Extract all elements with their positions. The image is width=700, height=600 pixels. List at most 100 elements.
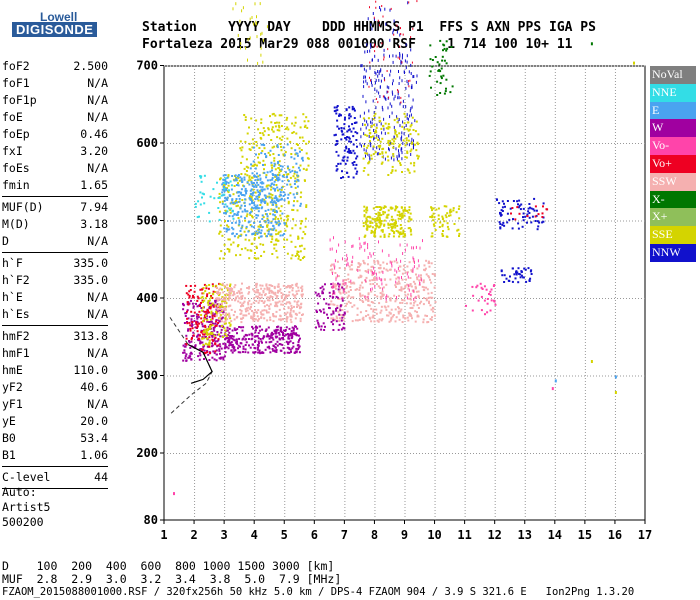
grid-dot	[584, 423, 586, 424]
grid-dot	[494, 486, 496, 487]
grid-dot	[374, 351, 376, 352]
grid-dot	[584, 105, 586, 106]
echo-point	[203, 329, 205, 332]
echo-point	[200, 331, 203, 334]
grid-dot	[554, 492, 556, 493]
grid-dot	[284, 411, 286, 412]
echo-point	[212, 305, 215, 308]
grid-dot	[194, 220, 195, 222]
grid-dot	[263, 220, 264, 222]
grid-dot	[284, 78, 286, 79]
param-row: foEs N/A	[2, 160, 108, 177]
grid-dot	[614, 381, 616, 382]
grid-dot	[416, 220, 417, 222]
grid-dot	[404, 174, 406, 175]
grid-dot	[404, 501, 406, 502]
grid-dot	[584, 324, 586, 325]
echo-point	[182, 308, 185, 311]
grid-dot	[584, 159, 586, 160]
grid-dot	[464, 432, 466, 433]
echo-point	[372, 308, 375, 311]
grid-dot	[614, 279, 616, 280]
echo-point	[214, 325, 217, 327]
echo-point	[196, 299, 199, 302]
grid-dot	[584, 258, 586, 259]
echo-point	[300, 303, 302, 306]
echo-point	[225, 312, 228, 315]
grid-dot	[176, 65, 177, 67]
grid-dot	[584, 171, 586, 172]
grid-dot	[260, 375, 261, 377]
grid-dot	[614, 162, 616, 163]
grid-dot	[593, 298, 594, 299]
grid-dot	[524, 168, 526, 169]
grid-dot	[254, 189, 256, 190]
grid-dot	[194, 417, 196, 418]
grid-dot	[470, 375, 471, 377]
param-row: B1 1.06	[2, 447, 108, 464]
grid-dot	[344, 72, 346, 73]
echo-point	[214, 340, 217, 343]
grid-dot	[572, 298, 573, 299]
grid-dot	[320, 375, 321, 377]
echo-point	[208, 315, 211, 318]
echo-point	[249, 308, 252, 311]
grid-dot	[554, 143, 555, 144]
echo-point	[219, 314, 222, 317]
grid-dot	[344, 270, 346, 271]
grid-dot	[584, 306, 586, 307]
param-name: foF1p	[2, 93, 37, 107]
grid-dot	[434, 258, 436, 259]
grid-dot	[272, 453, 273, 454]
echo-point	[266, 311, 268, 314]
echo-point	[434, 301, 437, 304]
grid-dot	[335, 453, 336, 454]
echo-point	[211, 334, 214, 337]
grid-dot	[404, 222, 406, 223]
echo-point	[293, 300, 296, 303]
grid-dot	[404, 435, 406, 436]
grid-dot	[314, 243, 316, 244]
grid-dot	[284, 408, 286, 409]
grid-dot	[524, 420, 526, 421]
grid-dot	[434, 285, 436, 286]
grid-dot	[497, 65, 498, 67]
grid-dot	[614, 81, 616, 82]
echo-point	[205, 314, 207, 317]
echo-point	[200, 321, 203, 324]
echo-point	[224, 315, 227, 318]
grid-dot	[254, 261, 256, 262]
grid-dot	[476, 143, 477, 144]
grid-dot	[587, 375, 588, 377]
echo-point	[301, 295, 304, 298]
grid-dot	[254, 444, 256, 445]
grid-dot	[584, 240, 586, 241]
grid-dot	[404, 438, 406, 439]
grid-dot	[464, 165, 466, 166]
param-row: hmE 110.0	[2, 362, 108, 379]
grid-dot	[464, 243, 466, 244]
grid-dot	[584, 207, 586, 208]
echo-point	[416, 267, 419, 270]
grid-dot	[374, 246, 376, 247]
grid-dot	[614, 138, 616, 139]
grid-dot	[554, 444, 556, 445]
echo-point	[230, 287, 232, 290]
echo-point	[296, 327, 299, 330]
grid-dot	[434, 465, 436, 466]
echo-point	[203, 333, 206, 336]
grid-dot	[314, 165, 316, 166]
grid-dot	[254, 330, 256, 331]
grid-dot	[182, 143, 183, 144]
grid-dot	[554, 306, 556, 307]
echo-point	[268, 345, 270, 348]
grid-dot	[464, 279, 466, 280]
echo-point	[381, 290, 384, 293]
echo-point	[222, 300, 225, 302]
echo-point	[287, 342, 290, 345]
grid-dot	[260, 453, 261, 454]
grid-dot	[554, 249, 556, 250]
grid-dot	[524, 291, 526, 292]
grid-dot	[374, 144, 376, 145]
echo-point	[388, 320, 391, 323]
